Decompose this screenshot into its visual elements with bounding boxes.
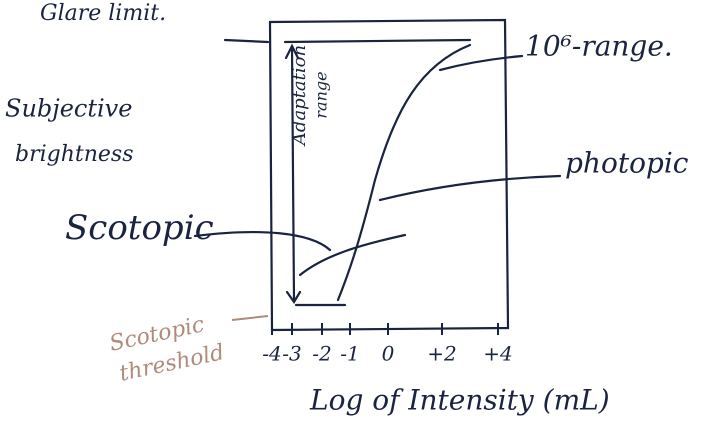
x-tick-label: -1	[340, 342, 359, 366]
range-label: 10⁶-range.	[525, 30, 673, 63]
adaptation-label-2: range	[312, 71, 331, 118]
x-tick-label: -4	[262, 342, 281, 366]
x-axis-title: Log of Intensity (mL)	[309, 384, 610, 417]
photopic-pointer	[380, 176, 560, 200]
adaptation-label-1: Adaptation	[289, 45, 310, 147]
subjective-label-2: brightness	[15, 142, 134, 167]
x-tick-label: 0	[382, 342, 395, 366]
photopic-curve	[338, 45, 470, 300]
x-tick-label: +2	[427, 342, 456, 366]
x-tick-label: -2	[312, 342, 331, 366]
scotopic-label: Scotopic	[65, 208, 214, 248]
threshold-pointer	[232, 316, 268, 320]
x-tick-label: +4	[483, 342, 512, 366]
subjective-label-1: Subjective	[5, 95, 132, 123]
glare-limit-line	[285, 40, 470, 42]
diagram: -4-3 -2 -1 0 +2 +4 Glare limit. 10⁶-range. Su…	[0, 0, 715, 436]
x-tick-label: -3	[282, 342, 301, 366]
scotopic-pointer	[195, 232, 330, 250]
range-pointer	[440, 56, 522, 70]
glare-pointer	[225, 40, 268, 42]
glare-limit-label: Glare limit.	[40, 1, 166, 26]
photopic-label: photopic	[565, 147, 689, 180]
